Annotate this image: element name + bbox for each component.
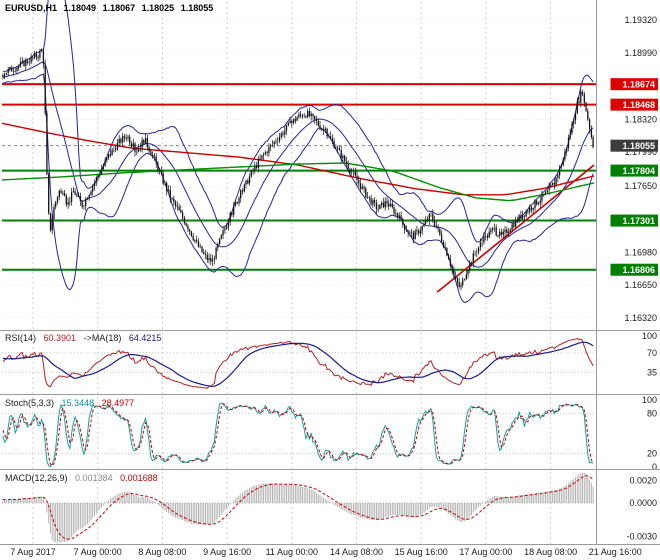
svg-text:1.17301: 1.17301 bbox=[622, 216, 655, 226]
rsi-ma-name: ->MA(18) bbox=[83, 333, 122, 343]
svg-text:-0.0030: -0.0030 bbox=[626, 532, 657, 542]
quote-low: 1.18025 bbox=[141, 3, 175, 13]
quote-open: 1.18049 bbox=[63, 3, 97, 13]
chart-title: EURUSD,H1 1.18049 1.18067 1.18025 1.1805… bbox=[5, 3, 217, 14]
stoch-signal-value: 28.4977 bbox=[101, 398, 135, 408]
svg-text:1.18055: 1.18055 bbox=[622, 141, 655, 151]
rsi-ma-value: 64.4215 bbox=[128, 333, 162, 343]
svg-text:1.17650: 1.17650 bbox=[624, 181, 657, 191]
svg-text:21 Aug 16:00: 21 Aug 16:00 bbox=[589, 547, 642, 557]
price-tags: 1.18674 1.18468 1.17804 1.17301 1.16806 1.180… bbox=[610, 78, 658, 276]
svg-text:1.18990: 1.18990 bbox=[624, 48, 657, 58]
macd-main-value: 0.001384 bbox=[75, 473, 113, 483]
time-axis-labels: 7 Aug 2017 7 Aug 00:00 8 Aug 08:00 9 Aug 16… bbox=[10, 547, 642, 557]
svg-text:18 Aug 08:00: 18 Aug 08:00 bbox=[524, 547, 577, 557]
svg-text:7 Aug 00:00: 7 Aug 00:00 bbox=[74, 547, 122, 557]
svg-text:1.16806: 1.16806 bbox=[622, 265, 655, 275]
svg-text:0.0000: 0.0000 bbox=[629, 498, 657, 508]
bollinger-bands bbox=[2, 0, 594, 303]
svg-text:100: 100 bbox=[642, 331, 657, 341]
quote-high: 1.18067 bbox=[102, 3, 136, 13]
macd-signal-value: 0.001688 bbox=[120, 473, 158, 483]
svg-text:80: 80 bbox=[647, 408, 657, 418]
stoch-main-value: 15.3448 bbox=[61, 398, 95, 408]
stoch-layer: 100 80 20 0 bbox=[2, 395, 657, 472]
svg-text:0.0020: 0.0020 bbox=[629, 476, 657, 486]
macd-indicator-label: MACD(12,26,9) 0.001384 0.001688 bbox=[5, 473, 158, 484]
svg-text:35: 35 bbox=[647, 367, 657, 377]
moving-averages bbox=[1, 122, 595, 202]
svg-text:1.18674: 1.18674 bbox=[622, 80, 655, 90]
panel-separators bbox=[0, 0, 660, 545]
svg-text:15 Aug 16:00: 15 Aug 16:00 bbox=[395, 547, 448, 557]
rsi-name: RSI(14) bbox=[5, 333, 37, 343]
candles-layer bbox=[2, 48, 594, 291]
macd-name: MACD(12,26,9) bbox=[5, 473, 68, 483]
grid-layer bbox=[2, 2, 596, 544]
macd-layer: 0.0020 0.0000 -0.0030 bbox=[2, 473, 657, 542]
stoch-name: Stoch(5,3,3) bbox=[5, 398, 55, 408]
svg-text:7 Aug 2017: 7 Aug 2017 bbox=[10, 547, 56, 557]
trendline bbox=[436, 164, 595, 293]
rsi-value: 60.3901 bbox=[43, 333, 77, 343]
svg-text:8 Aug 08:00: 8 Aug 08:00 bbox=[138, 547, 186, 557]
quote-close: 1.18055 bbox=[180, 3, 214, 13]
svg-text:1.18320: 1.18320 bbox=[624, 114, 657, 124]
svg-text:1.16320: 1.16320 bbox=[624, 313, 657, 323]
svg-text:9 Aug 16:00: 9 Aug 16:00 bbox=[203, 547, 251, 557]
svg-text:1.16650: 1.16650 bbox=[624, 280, 657, 290]
svg-text:100: 100 bbox=[642, 395, 657, 405]
svg-text:1.16980: 1.16980 bbox=[624, 247, 657, 257]
svg-text:1.19320: 1.19320 bbox=[624, 15, 657, 25]
svg-text:11 Aug 00:00: 11 Aug 00:00 bbox=[266, 547, 318, 557]
svg-text:1.17804: 1.17804 bbox=[622, 166, 655, 176]
svg-text:0: 0 bbox=[652, 462, 657, 472]
svg-text:17 Aug 00:00: 17 Aug 00:00 bbox=[459, 547, 512, 557]
svg-text:1.17990: 1.17990 bbox=[624, 147, 657, 157]
stoch-indicator-label: Stoch(5,3,3) 15.3448 28.4977 bbox=[5, 398, 134, 409]
svg-text:14 Aug 08:00: 14 Aug 08:00 bbox=[330, 547, 383, 557]
svg-text:20: 20 bbox=[647, 449, 657, 459]
rsi-layer: 100 70 35 bbox=[2, 331, 657, 389]
svg-text:70: 70 bbox=[647, 348, 657, 358]
symbol-period-label: EURUSD,H1 bbox=[5, 3, 58, 13]
svg-text:1.18468: 1.18468 bbox=[622, 100, 655, 110]
rsi-indicator-label: RSI(14) 60.3901 ->MA(18) 64.4215 bbox=[5, 333, 161, 344]
